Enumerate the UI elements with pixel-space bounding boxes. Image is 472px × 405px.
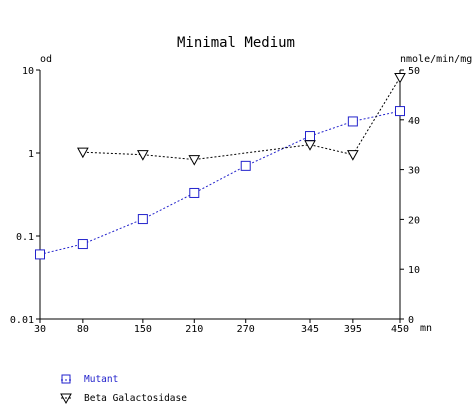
data-point-triangle [137, 150, 149, 161]
x-tick-label: 395 [344, 324, 362, 335]
legend-item-mutant: Mutant [61, 374, 118, 385]
right-axis-label: nmole/min/mg [400, 54, 472, 65]
legend: Mutant Beta Galactosidase [60, 374, 187, 405]
legend-label-mutant: Mutant [84, 374, 118, 385]
right-tick-label: 20 [408, 215, 420, 226]
x-tick-label: 345 [301, 324, 319, 335]
data-point-square [305, 131, 315, 142]
x-tick-label: 150 [134, 324, 152, 335]
left-tick-label: 0.1 [16, 232, 34, 243]
x-tick-label: 450 [391, 324, 409, 335]
legend-item-beta-galactosidase: Beta Galactosidase [60, 393, 187, 405]
legend-marker-triangle [60, 393, 72, 405]
series-lines [39, 77, 401, 255]
series-line-0 [39, 110, 401, 255]
data-point-square [137, 214, 148, 225]
data-point-square [35, 249, 45, 260]
x-tick-label: 210 [185, 324, 203, 335]
series-markers [35, 72, 406, 260]
right-tick-label: 50 [408, 66, 420, 77]
right-tick-label: 40 [408, 116, 420, 127]
left-tick-label: 10 [22, 66, 34, 77]
right-tick-label: 30 [408, 166, 420, 177]
data-point-square [347, 116, 358, 127]
data-point-square [240, 160, 251, 171]
x-tick-label: 30 [34, 324, 46, 335]
data-point-triangle [304, 140, 316, 151]
left-axis-label: od [40, 54, 52, 65]
x-tick-label: 270 [237, 324, 255, 335]
data-point-square [189, 187, 200, 198]
legend-marker-square [61, 374, 71, 384]
data-point-triangle [188, 155, 201, 166]
right-tick-label: 10 [408, 265, 420, 276]
legend-label-beta-galactosidase: Beta Galactosidase [84, 393, 187, 404]
data-point-triangle [394, 72, 406, 84]
data-point-square [77, 239, 88, 250]
left-tick-label: 1 [28, 149, 34, 160]
x-tick-label: 80 [77, 324, 89, 335]
left-tick-label: 0.01 [10, 315, 34, 326]
data-point-triangle [77, 147, 89, 159]
right-tick-label: 0 [408, 315, 414, 326]
data-point-square [395, 106, 405, 117]
x-axis-unit-label: mn [420, 323, 432, 334]
axis-ticks: 30 80 150 210 270 345 395 450 0.01 0.1 1 10 0 10 20 30 4… [10, 66, 420, 335]
chart-title: Minimal Medium [177, 35, 295, 51]
data-point-triangle [347, 150, 359, 161]
